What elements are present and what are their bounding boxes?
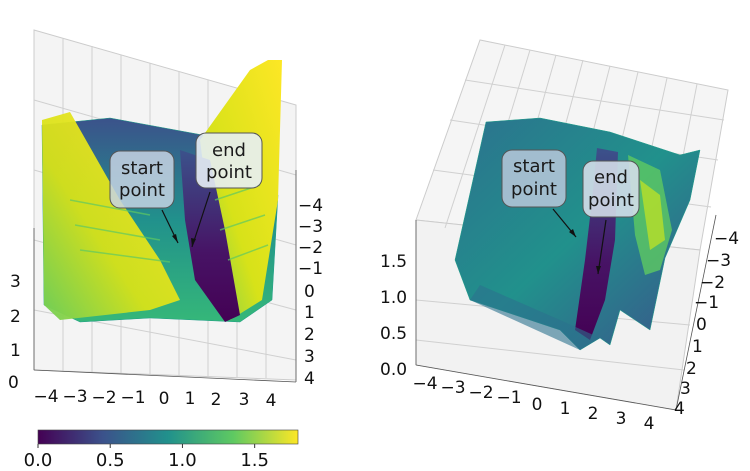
colorbar-tick: 1.5: [240, 450, 269, 471]
right-y-tick: 0: [696, 315, 707, 335]
left-callout-start-line2: point: [119, 180, 165, 201]
right-panel: start point end point −4 −3 −2 −1 0 1 2 …: [380, 39, 739, 434]
right-z-tick: 1.5: [380, 252, 407, 272]
left-callout-start-line1: start: [121, 158, 163, 179]
left-y-tick: 1: [304, 303, 315, 323]
left-y-tick: −1: [298, 259, 323, 279]
left-x-tick: −4: [33, 387, 58, 407]
left-x-tick: −2: [91, 388, 116, 408]
colorbar-tick: 1.0: [168, 450, 197, 471]
left-z-tick: 3: [10, 272, 21, 292]
left-x-tick: 1: [185, 389, 196, 409]
right-y-tick: −1: [694, 293, 719, 313]
right-y-tick: −2: [700, 273, 725, 293]
right-x-tick: −4: [412, 374, 437, 394]
left-x-tick: 2: [211, 390, 222, 410]
right-z-tick: 0.0: [380, 360, 407, 380]
left-start-arrowhead: [172, 234, 178, 243]
right-callout-start: start point: [501, 149, 567, 208]
left-end-arrow: [191, 191, 211, 248]
right-z-ticks: 0.0 0.5 1.0 1.5: [380, 252, 407, 380]
colorbar-tick: 0.0: [24, 450, 53, 471]
left-y-tick: 2: [304, 325, 315, 345]
right-x-tick: 1: [560, 399, 571, 419]
colorbar: 0.0 0.5 1.0 1.5: [24, 429, 299, 471]
right-end-arrow: [597, 219, 607, 275]
left-callout-end: end point: [195, 132, 263, 189]
right-callout-end: end point: [582, 160, 640, 218]
left-callout-end-line1: end: [212, 140, 246, 161]
left-y-tick: −2: [298, 238, 323, 258]
right-end-arrowhead: [596, 266, 601, 274]
left-callout-start: start point: [109, 150, 175, 209]
left-y-tick: −4: [298, 196, 323, 216]
left-x-ticks: −4 −3 −2 −1 0 1 2 3 4: [33, 387, 276, 411]
left-x-tick: 4: [266, 391, 277, 411]
right-x-tick: 2: [588, 404, 599, 424]
left-callout-end-line2: point: [206, 162, 252, 183]
right-x-tick: 0: [532, 395, 543, 415]
right-y-tick: 2: [686, 359, 697, 379]
right-x-tick: −1: [496, 388, 521, 408]
right-x-tick: 3: [616, 409, 627, 429]
left-z-tick: 2: [10, 307, 21, 327]
right-start-arrowhead: [569, 229, 576, 237]
right-y-tick: 3: [680, 379, 691, 399]
left-y-ticks: −4 −3 −2 −1 0 1 2 3 4: [298, 196, 323, 389]
left-x-axis-line: [33, 369, 297, 383]
right-z-tick: 1.0: [380, 288, 407, 308]
right-y-axis-line: [675, 214, 717, 411]
right-y-tick: −4: [714, 229, 739, 249]
left-x-tick: 0: [159, 389, 170, 409]
right-x-ticks: −4 −3 −2 −1 0 1 2 3 4: [412, 374, 654, 434]
right-y-tick: −3: [706, 251, 731, 271]
left-y-tick: 0: [304, 282, 315, 302]
left-panel: start point end point −4 −3 −2 −1 0 1 2 …: [8, 29, 323, 411]
right-y-ticks: −4 −3 −2 −1 0 1 2 3 4: [674, 229, 739, 419]
right-x-tick: 4: [644, 414, 655, 434]
left-z-ticks: 0 1 2 3: [8, 272, 21, 393]
right-callout-end-line2: point: [588, 190, 634, 211]
right-callout-start-line1: start: [513, 156, 555, 177]
right-x-tick: −2: [468, 383, 493, 403]
right-x-axis-line: [415, 364, 677, 411]
left-y-tick: 3: [304, 347, 315, 367]
left-z-tick: 0: [8, 373, 19, 393]
colorbar-tick: 0.5: [96, 450, 125, 471]
right-callout-end-line1: end: [594, 167, 628, 188]
left-x-tick: −1: [120, 388, 145, 408]
right-y-tick: 1: [692, 337, 703, 357]
colorbar-gradient: [37, 429, 299, 445]
left-x-tick: −3: [62, 387, 87, 407]
left-end-arrowhead: [191, 238, 196, 247]
right-callout-start-line2: point: [511, 179, 557, 200]
right-z-tick: 0.5: [380, 324, 407, 344]
left-z-tick: 1: [10, 341, 21, 361]
left-x-tick: 3: [239, 390, 250, 410]
right-x-tick: −3: [440, 378, 465, 398]
right-y-tick: 4: [674, 399, 685, 419]
left-y-tick: −3: [298, 217, 323, 237]
left-y-tick: 4: [304, 369, 315, 389]
